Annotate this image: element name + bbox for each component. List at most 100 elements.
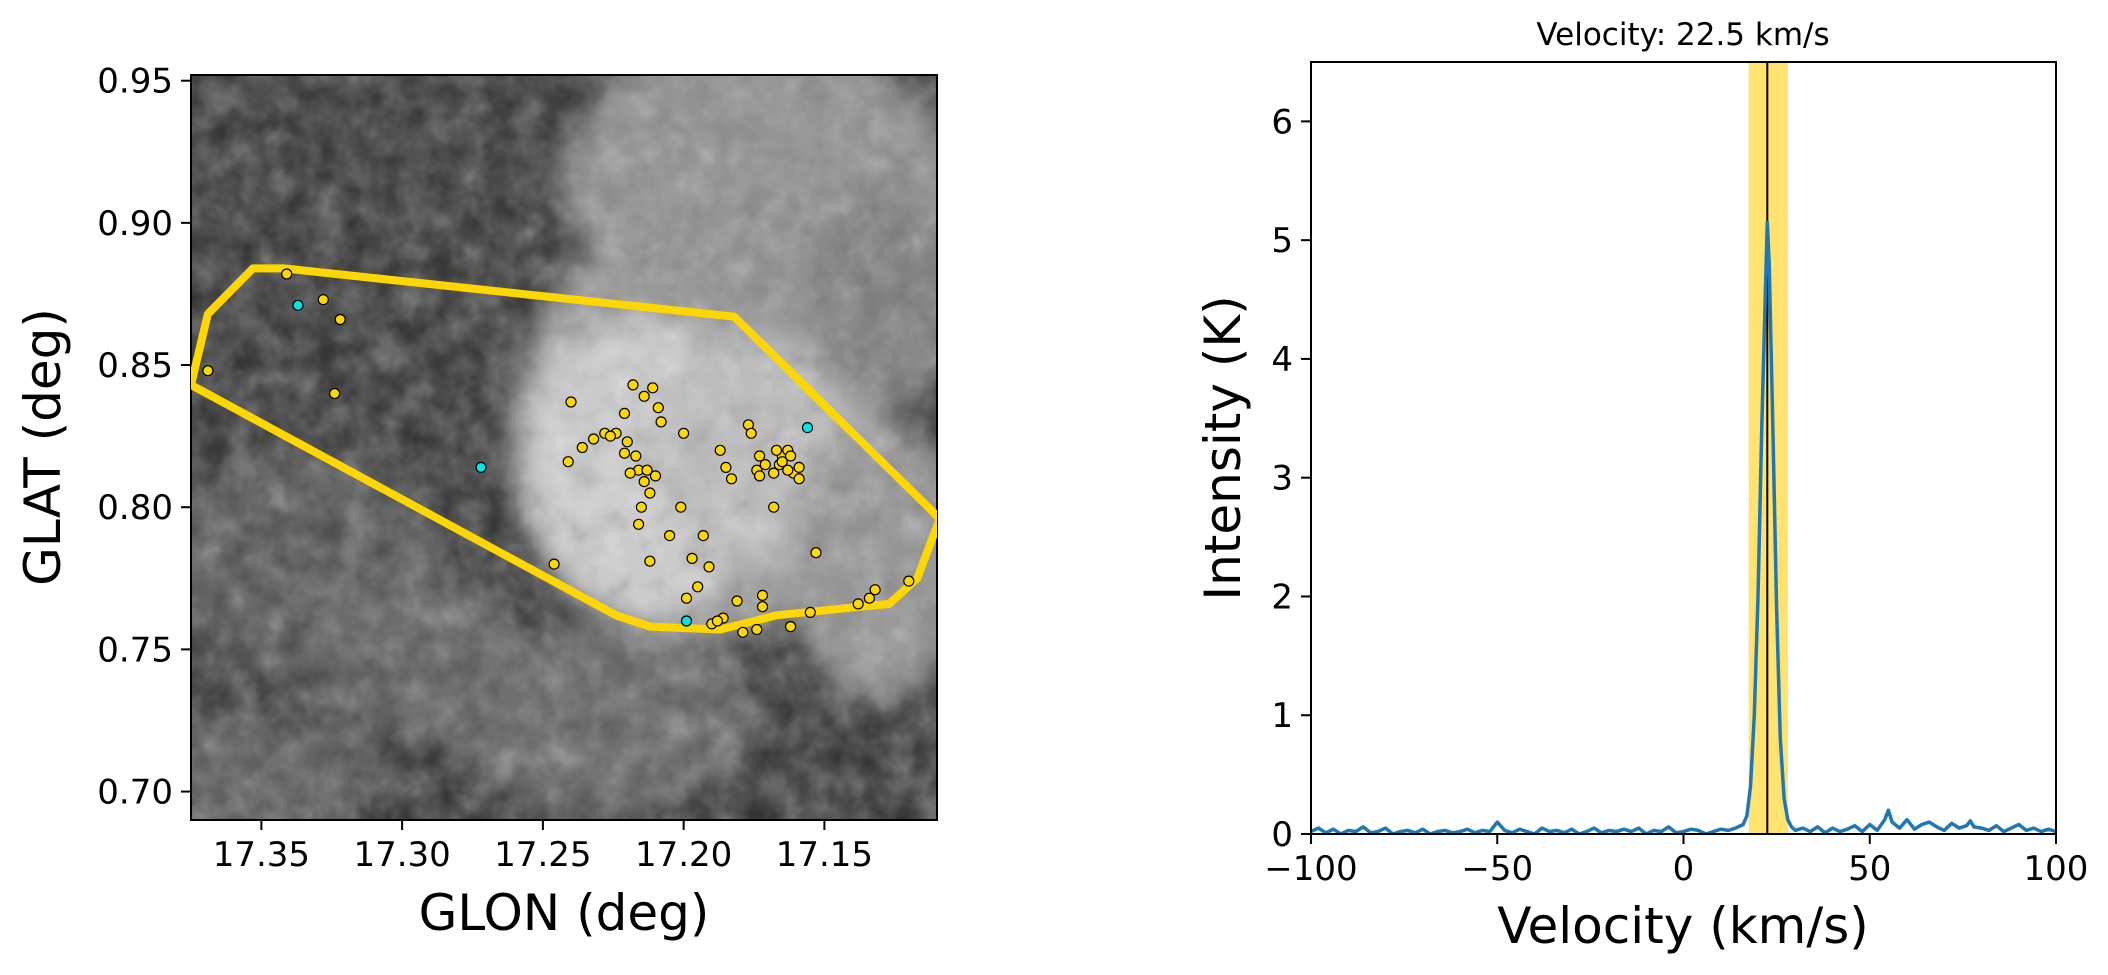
source-point-yellow xyxy=(784,620,797,633)
map-y-axis-label: GLAT (deg) xyxy=(14,308,72,586)
source-point-yellow xyxy=(655,416,667,428)
spectrum-y-tick-label: 5 xyxy=(1271,221,1293,261)
source-point-yellow xyxy=(621,436,633,448)
source-point-yellow xyxy=(663,529,676,542)
source-point-yellow xyxy=(638,390,650,402)
map-y-tick-label: 0.80 xyxy=(97,488,173,528)
spectrum-title: Velocity: 22.5 km/s xyxy=(1536,17,1829,53)
spectrum-x-axis-label: Velocity (km/s) xyxy=(1497,897,1869,955)
map-y-tick-label: 0.75 xyxy=(97,630,173,670)
map-x-tick-label: 17.20 xyxy=(635,835,732,875)
source-point-yellow xyxy=(751,623,763,636)
map-x-tick-label: 17.15 xyxy=(776,835,873,875)
source-point-yellow xyxy=(334,313,346,326)
spectrum-y-tick-label: 1 xyxy=(1271,696,1293,736)
source-point-yellow xyxy=(869,584,881,596)
source-point-yellow xyxy=(630,450,642,462)
spectrum-x-tick-label: 0 xyxy=(1673,849,1695,889)
source-point-yellow xyxy=(863,592,876,604)
source-point-yellow xyxy=(720,461,732,473)
source-point-yellow xyxy=(641,464,653,476)
source-point-yellow xyxy=(731,595,743,607)
map-x-axis-label: GLON (deg) xyxy=(419,884,710,942)
map-y-tick-label: 0.85 xyxy=(97,346,173,386)
source-point-cyan xyxy=(292,299,304,311)
source-point-yellow xyxy=(281,268,293,280)
source-point-yellow xyxy=(852,598,864,610)
source-point-yellow xyxy=(576,441,588,454)
source-point-yellow xyxy=(548,558,560,570)
source-point-yellow xyxy=(804,606,816,619)
map-x-tick-label: 17.35 xyxy=(213,835,310,875)
source-point-yellow xyxy=(317,294,329,306)
map-y-tick-label: 0.90 xyxy=(97,204,173,244)
source-point-yellow xyxy=(565,396,577,408)
source-point-yellow xyxy=(202,365,214,377)
spectrum-x-tick-label: −50 xyxy=(1461,849,1533,889)
source-point-yellow xyxy=(756,589,769,602)
source-point-yellow xyxy=(649,470,662,482)
source-point-yellow xyxy=(714,444,726,456)
source-point-yellow xyxy=(793,461,805,473)
source-point-cyan xyxy=(801,422,814,434)
source-point-yellow xyxy=(686,552,698,565)
source-point-yellow xyxy=(692,581,704,593)
source-point-yellow xyxy=(745,427,757,439)
map-y-tick-label: 0.95 xyxy=(97,62,173,102)
source-point-yellow xyxy=(604,430,617,442)
spectrum-panel: −100 −50 0 50 100 0 1 2 3 4 5 6 Velocity: 22.5 km/s… xyxy=(1194,17,2088,955)
region-outline xyxy=(191,264,937,634)
source-point-yellow xyxy=(677,427,690,439)
map-axes-frame xyxy=(190,74,938,821)
source-point-yellow xyxy=(768,467,780,479)
source-point-yellow xyxy=(647,382,659,394)
source-point-yellow xyxy=(644,555,656,567)
spectrum-x-tick-label: 50 xyxy=(1848,849,1891,889)
source-point-yellow xyxy=(753,470,766,482)
source-point-yellow xyxy=(793,473,805,485)
map-y-tick-label: 0.70 xyxy=(97,773,173,813)
source-point-yellow xyxy=(618,447,631,459)
spectrum-axes-frame xyxy=(1310,61,2057,835)
map-panel: 17.35 17.30 17.25 17.20 17.15 0.70 0.75 0.80 0.8… xyxy=(14,62,938,942)
source-point-yellow xyxy=(725,473,738,485)
source-point-yellow xyxy=(587,433,600,445)
source-point-cyan xyxy=(680,615,693,627)
source-point-yellow xyxy=(562,456,574,468)
source-point-yellow xyxy=(652,402,664,414)
spectrum-x-tick-label: −100 xyxy=(1264,849,1357,889)
spectrum-y-tick-label: 4 xyxy=(1271,340,1293,380)
source-point-yellow xyxy=(756,601,769,613)
spectrum-line xyxy=(1311,220,2056,834)
source-point-yellow xyxy=(644,487,656,499)
source-point-yellow xyxy=(703,561,715,573)
spectrum-x-tick-label: 100 xyxy=(2024,849,2089,889)
spectrum-y-tick-label: 2 xyxy=(1271,577,1293,617)
spectrum-y-tick-label: 0 xyxy=(1271,815,1293,855)
source-point-yellow xyxy=(784,450,797,462)
source-point-yellow xyxy=(627,379,639,391)
source-point-yellow xyxy=(737,626,749,638)
source-point-yellow xyxy=(635,501,648,513)
map-x-tick-label: 17.30 xyxy=(353,835,450,875)
spectrum-y-axis-label: Intensity (K) xyxy=(1194,295,1252,600)
map-x-tick-label: 17.25 xyxy=(494,835,591,875)
source-point-yellow xyxy=(638,476,650,488)
source-point-yellow xyxy=(329,387,341,400)
spectrum-y-tick-label: 3 xyxy=(1271,459,1293,499)
source-point-yellow xyxy=(711,615,724,627)
source-point-yellow xyxy=(776,456,788,468)
spectrum-y-tick-label: 6 xyxy=(1271,102,1293,142)
source-point-yellow xyxy=(618,407,631,419)
source-point-yellow xyxy=(753,450,766,462)
source-point-yellow xyxy=(624,467,636,479)
source-point-yellow xyxy=(770,444,783,456)
intensity-map-image xyxy=(191,75,937,820)
source-point-yellow xyxy=(632,518,645,530)
source-point-yellow xyxy=(768,501,780,513)
source-point-yellow xyxy=(903,575,915,587)
source-point-yellow xyxy=(675,501,687,513)
source-point-yellow xyxy=(697,529,709,542)
source-point-yellow xyxy=(759,459,771,471)
